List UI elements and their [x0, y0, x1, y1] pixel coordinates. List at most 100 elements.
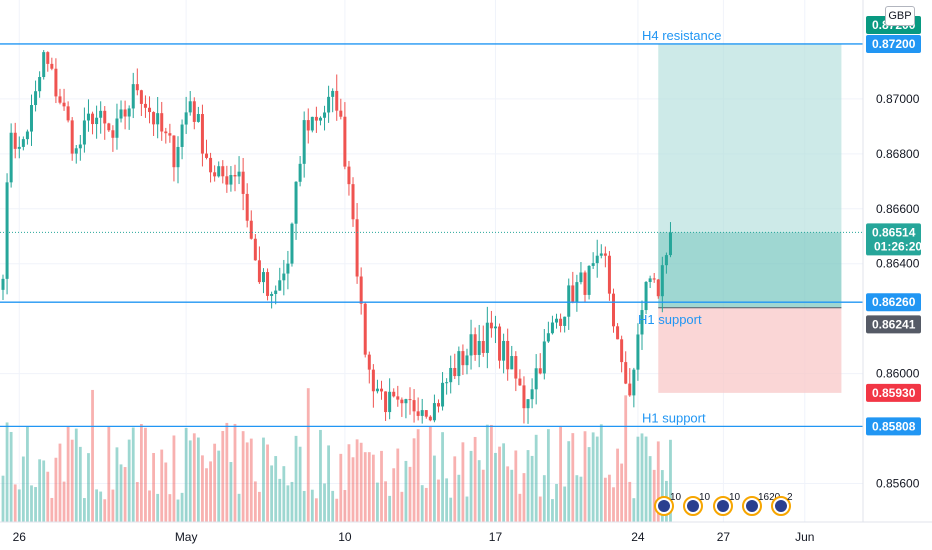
candles: [1, 50, 672, 424]
volume-bar: [42, 460, 46, 522]
candle: [591, 252, 595, 269]
volume-bar: [445, 478, 449, 522]
candle: [229, 166, 233, 192]
volume-bar: [201, 455, 204, 522]
volume-bar: [510, 469, 514, 522]
candle-body: [428, 416, 432, 421]
volume-bar: [319, 429, 322, 522]
price-tick-label: 0.85600: [876, 477, 920, 491]
candle-body: [457, 351, 461, 377]
candle-body: [640, 310, 644, 335]
candle: [538, 353, 542, 375]
candle-body: [217, 166, 221, 177]
price-tag-value: 0.87200: [872, 37, 916, 51]
currency-badge[interactable]: GBP: [885, 6, 915, 26]
candle: [555, 313, 559, 329]
volume-bar: [551, 499, 554, 522]
candle: [1, 274, 5, 300]
candle: [428, 415, 432, 422]
volume-bar: [233, 423, 237, 522]
price-tag-bg: [866, 383, 921, 402]
candle-body: [152, 112, 156, 125]
volume-bar: [221, 431, 225, 522]
volume-bar: [514, 450, 518, 522]
candle: [420, 398, 424, 424]
candle: [396, 385, 400, 407]
candle: [380, 380, 384, 400]
candle-body: [278, 280, 282, 291]
candle-body: [396, 396, 400, 400]
candle-body: [538, 368, 542, 374]
candle: [17, 136, 21, 159]
volume-bar: [518, 493, 522, 522]
price-axis[interactable]: 0.87000 0.86800 0.86600 0.86400 0.86000 0.856…: [876, 92, 920, 491]
candle: [498, 323, 502, 369]
volume-bar: [599, 424, 603, 522]
price-tag-value: 0.86260: [872, 295, 916, 309]
volume-bar: [583, 431, 587, 522]
candle-body: [274, 290, 278, 294]
candle-body: [196, 114, 200, 122]
candle-body: [205, 153, 208, 158]
candle: [449, 355, 453, 394]
time-tick-label: 26: [13, 530, 27, 544]
candle-body: [343, 116, 347, 167]
volume-bar: [620, 463, 624, 522]
candle-body: [481, 340, 485, 353]
candle-body: [91, 113, 95, 125]
candle-body: [449, 367, 453, 383]
volume-bar: [1, 475, 5, 522]
time-axis[interactable]: 26 May 10 17 24 27 Jun: [13, 530, 815, 544]
candle: [652, 273, 656, 283]
volume-bar: [587, 447, 591, 522]
candle: [412, 389, 416, 423]
volume-bar: [612, 487, 615, 522]
candle: [400, 397, 404, 417]
candle: [119, 100, 123, 123]
level-lines[interactable]: H4 resistance H1 support H1 support: [0, 28, 863, 428]
candle-body: [25, 131, 29, 140]
candle-body: [34, 91, 38, 106]
candle-body: [668, 232, 672, 256]
volume-bar: [563, 486, 567, 522]
volume-bar: [298, 446, 302, 522]
candle-body: [143, 103, 147, 108]
volume-bar: [652, 469, 656, 522]
volume-bar: [245, 442, 249, 522]
candle: [135, 68, 139, 96]
volume-bar: [502, 443, 506, 522]
candle-body: [624, 362, 628, 384]
candle: [302, 111, 306, 178]
volume-bar: [359, 442, 363, 522]
candle-body: [99, 110, 103, 118]
candle: [188, 91, 192, 116]
candle-body: [404, 399, 408, 404]
event-markers[interactable]: 10 10 10 1620 2: [654, 492, 793, 516]
countdown: 01:26:20: [874, 239, 922, 253]
volume-bar: [148, 490, 151, 522]
volume-bar: [579, 476, 583, 522]
volume-bar: [534, 434, 538, 522]
candle: [184, 96, 188, 134]
candle: [168, 123, 172, 143]
stop-zone: [658, 307, 842, 393]
candle: [249, 210, 253, 240]
candle-body: [656, 279, 660, 297]
candle-body: [237, 171, 241, 177]
candle: [58, 88, 62, 105]
volume-bar: [286, 485, 290, 522]
candle: [74, 145, 78, 164]
candle: [327, 85, 331, 123]
position-zones[interactable]: [658, 43, 842, 393]
candle: [603, 246, 607, 268]
candle-body: [290, 223, 294, 264]
candle: [335, 74, 339, 121]
candle: [563, 316, 567, 333]
candle-body: [298, 163, 302, 182]
candle-body: [660, 265, 664, 297]
candle: [636, 323, 640, 381]
candle: [371, 364, 375, 408]
candle: [95, 105, 99, 139]
candle: [530, 378, 534, 409]
